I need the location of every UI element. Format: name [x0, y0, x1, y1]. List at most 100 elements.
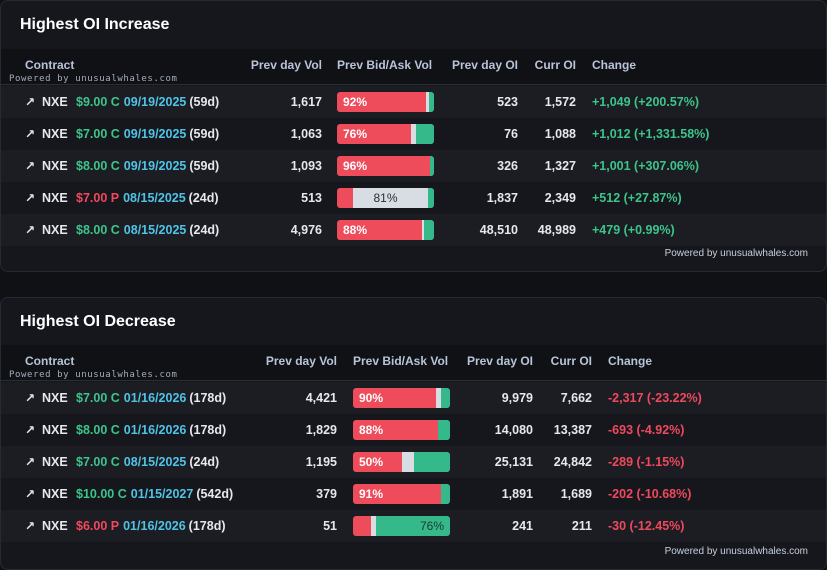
strike: $10.00: [76, 487, 115, 501]
prev-day-vol: 1,063: [290, 127, 322, 141]
open-arrow-icon[interactable]: ↗: [25, 455, 36, 469]
col-curr-oi[interactable]: Curr OI: [550, 354, 592, 368]
strike: $8.00: [76, 223, 108, 237]
contract-strike-type[interactable]: $8.00 C: [76, 223, 120, 237]
bid-ask-pct: 92%: [343, 95, 368, 109]
prev-day-oi: 76: [504, 127, 518, 141]
prev-day-vol: 1,829: [305, 423, 337, 437]
footer-credit[interactable]: Powered by unusualwhales.com: [664, 546, 808, 557]
days-to-expiry: (24d): [188, 191, 219, 205]
col-change[interactable]: Change: [592, 58, 637, 72]
col-prev-vol[interactable]: Prev day Vol: [265, 354, 337, 368]
table-row[interactable]: ↗ NXE $7.00 C 01/16/2026 (178d) 4,421 90% 9,979…: [1, 382, 826, 414]
expiry-date: 01/15/2027: [130, 487, 194, 501]
contract-strike-type[interactable]: $6.00 P: [76, 519, 119, 533]
col-change[interactable]: Change: [608, 354, 653, 368]
ticker-symbol[interactable]: NXE: [42, 95, 68, 109]
col-prev-vol[interactable]: Prev day Vol: [250, 58, 322, 72]
curr-oi: 1,088: [544, 127, 576, 141]
days-to-expiry: (178d): [188, 519, 226, 533]
open-arrow-icon[interactable]: ↗: [25, 159, 36, 173]
strike: $7.00: [76, 191, 108, 205]
curr-oi: 1,327: [544, 159, 576, 173]
col-bid-ask[interactable]: Prev Bid/Ask Vol: [337, 58, 433, 72]
table-row[interactable]: ↗ NXE $8.00 C 08/15/2025 (24d) 4,976 88% 48,510…: [1, 214, 826, 246]
prev-day-oi: 48,510: [479, 223, 518, 237]
days-to-expiry: (178d): [189, 423, 227, 437]
table-row[interactable]: ↗ NXE $9.00 C 09/19/2025 (59d) 1,617 92% 523 1,5…: [1, 86, 826, 118]
open-arrow-icon[interactable]: ↗: [25, 423, 36, 437]
col-contract[interactable]: Contract: [25, 354, 75, 368]
open-arrow-icon[interactable]: ↗: [25, 127, 36, 141]
table-row[interactable]: ↗ NXE $6.00 P 01/16/2026 (178d) 51 76% 241 211 -3…: [1, 510, 826, 542]
prev-day-vol: 51: [323, 519, 337, 533]
ticker-symbol[interactable]: NXE: [42, 191, 68, 205]
ticker-symbol[interactable]: NXE: [42, 423, 68, 437]
ticker-symbol[interactable]: NXE: [42, 487, 68, 501]
bid-ask-pct: 90%: [359, 391, 384, 405]
bid-ask-bar: 76%: [353, 516, 450, 536]
bid-ask-bar: 90%: [353, 388, 450, 408]
table-row[interactable]: ↗ NXE $7.00 C 09/19/2025 (59d) 1,063 76% 76 1,08…: [1, 118, 826, 150]
table-row[interactable]: ↗ NXE $8.00 C 01/16/2026 (178d) 1,829 88% 14,08…: [1, 414, 826, 446]
oi-change: -693 (-4.92%): [608, 423, 685, 437]
col-prev-oi[interactable]: Prev day OI: [451, 58, 518, 72]
footer-credit[interactable]: Powered by unusualwhales.com: [664, 248, 808, 259]
oi-change: -30 (-12.45%): [608, 519, 685, 533]
oi-change: -289 (-1.15%): [608, 455, 685, 469]
option-type: C: [110, 391, 120, 405]
bid-segment: [337, 92, 427, 112]
table-row[interactable]: ↗ NXE $8.00 C 09/19/2025 (59d) 1,093 96% 326 1,3…: [1, 150, 826, 182]
ticker-symbol[interactable]: NXE: [42, 223, 68, 237]
ticker-symbol[interactable]: NXE: [42, 159, 68, 173]
open-arrow-icon[interactable]: ↗: [25, 191, 36, 205]
table-row[interactable]: ↗ NXE $7.00 C 08/15/2025 (24d) 1,195 50% 25,131…: [1, 446, 826, 478]
contract-strike-type[interactable]: $9.00 C: [76, 95, 120, 109]
ask-segment: [438, 420, 450, 440]
bid-ask-pct: 88%: [359, 423, 384, 437]
contract-strike-type[interactable]: $7.00 P: [76, 191, 119, 205]
contract-strike-type[interactable]: $8.00 C: [76, 159, 120, 173]
ask-segment: [424, 220, 434, 240]
open-arrow-icon[interactable]: ↗: [25, 487, 36, 501]
ticker-symbol[interactable]: NXE: [42, 127, 68, 141]
oi-change: -202 (-10.68%): [608, 487, 692, 501]
table-row[interactable]: ↗ NXE $7.00 P 08/15/2025 (24d) 513 81% 1,837 2,3…: [1, 182, 826, 214]
contract-strike-type[interactable]: $10.00 C: [76, 487, 127, 501]
bid-ask-pct: 76%: [343, 127, 368, 141]
oi-decrease-panel: Highest OI Decrease Contract Prev day Vo…: [0, 297, 827, 570]
oi-change: +479 (+0.99%): [592, 223, 675, 237]
contract-strike-type[interactable]: $8.00 C: [76, 423, 120, 437]
table-row[interactable]: ↗ NXE $10.00 C 01/15/2027 (542d) 379 91% 1,891 1…: [1, 478, 826, 510]
prev-day-oi: 241: [512, 519, 533, 533]
ask-segment: [376, 516, 450, 536]
bid-segment: [353, 388, 437, 408]
days-to-expiry: (178d): [189, 391, 227, 405]
contract-strike-type[interactable]: $7.00 C: [76, 127, 120, 141]
open-arrow-icon[interactable]: ↗: [25, 519, 36, 533]
open-arrow-icon[interactable]: ↗: [25, 223, 36, 237]
ticker-symbol[interactable]: NXE: [42, 391, 68, 405]
expiry-date: 01/16/2026: [123, 519, 186, 533]
bid-segment: [337, 188, 354, 208]
col-contract[interactable]: Contract: [25, 58, 75, 72]
expiry-date: 09/19/2025: [123, 127, 187, 141]
col-prev-oi[interactable]: Prev day OI: [466, 354, 533, 368]
prev-day-vol: 379: [316, 487, 337, 501]
ticker-symbol[interactable]: NXE: [42, 519, 68, 533]
ticker-symbol[interactable]: NXE: [42, 455, 68, 469]
curr-oi: 2,349: [544, 191, 576, 205]
expiry-date: 08/15/2025: [123, 191, 186, 205]
open-arrow-icon[interactable]: ↗: [25, 391, 36, 405]
curr-oi: 48,989: [537, 223, 576, 237]
prev-day-vol: 4,421: [305, 391, 337, 405]
open-arrow-icon[interactable]: ↗: [25, 95, 36, 109]
contract-strike-type[interactable]: $7.00 C: [76, 391, 120, 405]
contract-strike-type[interactable]: $7.00 C: [76, 455, 120, 469]
ask-segment: [429, 92, 434, 112]
col-curr-oi[interactable]: Curr OI: [534, 58, 576, 72]
ask-segment: [428, 188, 434, 208]
col-bid-ask[interactable]: Prev Bid/Ask Vol: [353, 354, 449, 368]
curr-oi: 24,842: [553, 455, 592, 469]
bid-segment: [337, 156, 431, 176]
